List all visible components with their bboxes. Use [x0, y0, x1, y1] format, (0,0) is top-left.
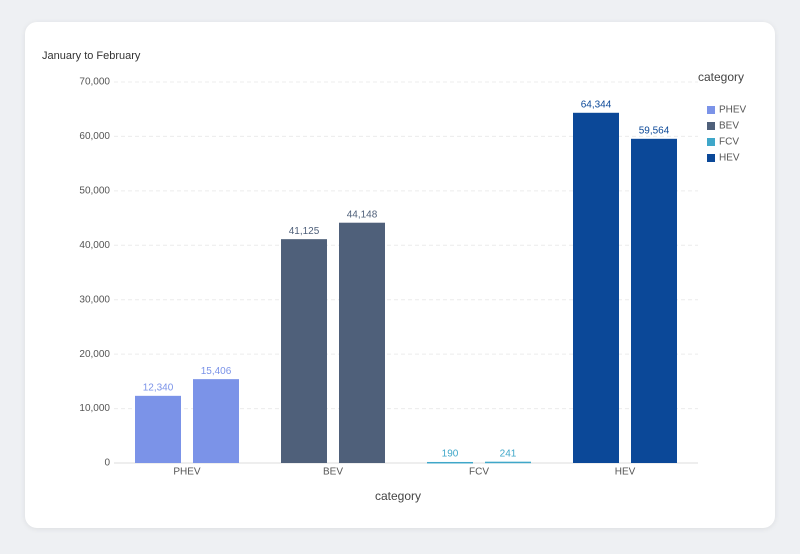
y-tick-label: 40,000	[79, 240, 110, 251]
bar	[427, 461, 473, 464]
y-tick-label: 0	[104, 458, 110, 469]
y-tick-label: 20,000	[79, 349, 110, 360]
value-label: 190	[442, 449, 459, 460]
chart-title: January to February	[42, 50, 141, 62]
legend-title: category	[698, 70, 744, 84]
value-label: 12,340	[143, 382, 174, 393]
legend-swatch	[707, 138, 715, 146]
bar	[573, 112, 619, 464]
value-label: 41,125	[289, 226, 320, 237]
x-tick-label: HEV	[615, 467, 636, 478]
bar	[135, 395, 181, 463]
value-label: 64,344	[581, 99, 612, 110]
y-tick-label: 10,000	[79, 403, 110, 414]
bar	[485, 461, 531, 464]
y-tick-label: 60,000	[79, 131, 110, 142]
legend-label: FCV	[719, 137, 739, 148]
legend-label: PHEV	[719, 105, 747, 116]
value-label: 59,564	[639, 125, 670, 136]
legend-swatch	[707, 106, 715, 114]
value-label: 15,406	[201, 366, 232, 377]
value-label: 241	[500, 448, 517, 459]
y-tick-label: 30,000	[79, 294, 110, 305]
x-tick-label: BEV	[323, 467, 343, 478]
y-tick-label: 70,000	[79, 77, 110, 88]
legend-label: HEV	[719, 153, 740, 164]
bar	[631, 138, 677, 464]
bar	[281, 239, 327, 463]
y-tick-label: 50,000	[79, 185, 110, 196]
legend-swatch	[707, 154, 715, 162]
value-label: 44,148	[347, 209, 378, 220]
x-tick-label: PHEV	[173, 467, 201, 478]
bar	[339, 222, 385, 463]
legend-swatch	[707, 122, 715, 130]
x-axis-label: category	[375, 489, 421, 503]
x-tick-label: FCV	[469, 467, 489, 478]
bar	[193, 379, 239, 463]
legend-label: BEV	[719, 121, 739, 132]
